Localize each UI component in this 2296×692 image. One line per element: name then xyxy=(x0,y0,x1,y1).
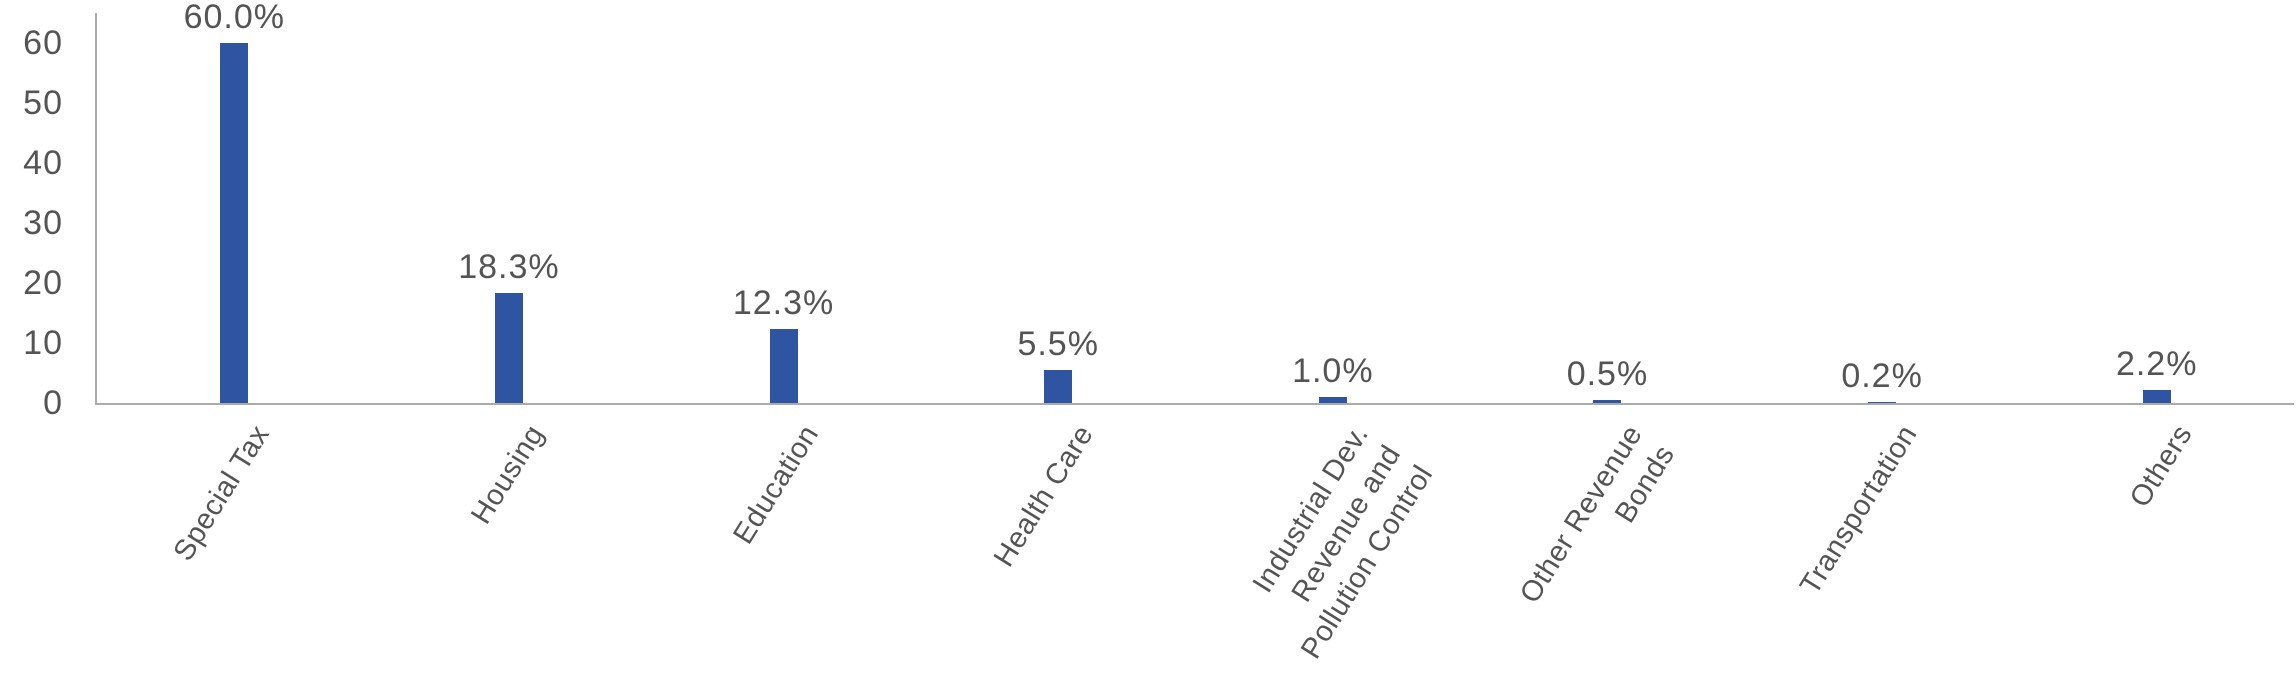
bar xyxy=(769,329,798,403)
y-tick-label: 60 xyxy=(23,24,63,62)
bar-value-label: 0.5% xyxy=(1566,355,1649,393)
x-category-label: Others xyxy=(2123,419,2199,513)
y-tick-label: 30 xyxy=(23,204,63,242)
bar-value-label: 1.0% xyxy=(1292,352,1374,390)
y-tick-label: 50 xyxy=(23,84,63,122)
bar-value-label: 0.2% xyxy=(1841,356,1923,395)
bar-value-label: 2.2% xyxy=(2115,344,2198,383)
x-category-label: Other Revenue Bonds xyxy=(1514,419,1682,609)
y-tick-label: 40 xyxy=(23,144,63,182)
bar xyxy=(1044,370,1073,403)
bar-value-label: 12.3% xyxy=(732,284,835,323)
x-category-label: Housing xyxy=(465,419,551,530)
bar xyxy=(220,43,249,403)
y-axis-line xyxy=(95,13,97,403)
bar-value-label: 18.3% xyxy=(458,248,560,287)
bar xyxy=(494,293,523,403)
x-category-label: Education xyxy=(727,419,826,550)
x-axis-line xyxy=(95,403,2294,405)
y-tick-label: 0 xyxy=(43,384,63,422)
x-category-label: Health Care xyxy=(987,419,1100,573)
bar-value-label: 60.0% xyxy=(183,0,286,36)
y-tick-label: 20 xyxy=(23,264,63,302)
x-category-label: Special Tax xyxy=(167,419,276,567)
x-category-label: Industrial Dev. Revenue and Pollution Co… xyxy=(1246,419,1439,665)
x-category-label: Transportation xyxy=(1794,419,1924,601)
bar xyxy=(1318,397,1347,403)
bar xyxy=(1868,401,1897,403)
bar xyxy=(1593,400,1622,403)
bar xyxy=(2142,389,2171,403)
bar-value-label: 5.5% xyxy=(1017,325,1099,363)
y-tick-label: 10 xyxy=(23,324,63,362)
